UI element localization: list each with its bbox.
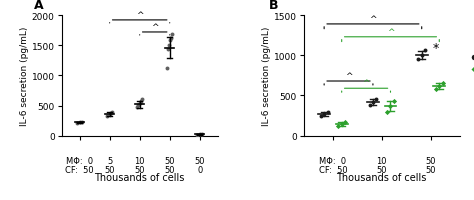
Text: MΦ:  0: MΦ: 0: [66, 156, 93, 165]
Point: [134, 106, 141, 109]
Point: [418, 54, 426, 58]
Point: [373, 98, 380, 101]
Text: ^: ^: [369, 15, 377, 24]
Point: [341, 121, 349, 124]
Text: 50: 50: [425, 156, 436, 165]
Text: A: A: [34, 0, 43, 12]
Point: [320, 113, 328, 116]
Point: [198, 133, 206, 136]
Text: ^: ^: [362, 79, 370, 88]
Point: [73, 122, 81, 125]
Text: CF:  50: CF: 50: [319, 165, 347, 174]
Point: [387, 105, 394, 108]
Point: [338, 122, 346, 126]
Text: 50: 50: [194, 156, 205, 165]
Legend: IgG2a, SYN0012: IgG2a, SYN0012: [463, 50, 474, 78]
Y-axis label: IL-6 secretion (pg/mL): IL-6 secretion (pg/mL): [20, 27, 29, 125]
Point: [383, 110, 391, 114]
Text: *: *: [433, 42, 439, 54]
Point: [165, 44, 173, 48]
Point: [196, 133, 203, 136]
Point: [136, 102, 144, 105]
Text: MΦ:  0: MΦ: 0: [319, 156, 346, 165]
Point: [76, 121, 83, 124]
Text: Thousands of cells: Thousands of cells: [94, 172, 185, 182]
Y-axis label: IL-6 secretion (pg/mL): IL-6 secretion (pg/mL): [262, 27, 271, 125]
Point: [421, 50, 429, 53]
Text: 50: 50: [164, 165, 175, 174]
Point: [324, 111, 331, 114]
Text: CF:  50: CF: 50: [65, 165, 94, 174]
Point: [366, 104, 374, 107]
Point: [78, 121, 86, 124]
Point: [166, 40, 174, 43]
Text: 5: 5: [107, 156, 112, 165]
Point: [138, 98, 146, 101]
Text: ^: ^: [151, 23, 158, 32]
Text: Thousands of cells: Thousands of cells: [337, 172, 427, 182]
Text: 50: 50: [104, 165, 115, 174]
Point: [335, 125, 342, 128]
Text: 50: 50: [376, 165, 387, 174]
Text: 50: 50: [135, 165, 145, 174]
Point: [390, 100, 398, 103]
Text: ^: ^: [387, 28, 394, 37]
Point: [137, 100, 145, 103]
Point: [369, 101, 377, 104]
Point: [432, 88, 440, 91]
Point: [193, 134, 201, 137]
Text: 0: 0: [197, 165, 202, 174]
Point: [168, 34, 176, 37]
Text: 10: 10: [135, 156, 145, 165]
Text: B: B: [269, 0, 279, 12]
Point: [164, 67, 171, 70]
Point: [103, 115, 111, 118]
Point: [436, 85, 443, 88]
Point: [167, 37, 175, 40]
Text: 10: 10: [376, 156, 387, 165]
Point: [108, 111, 116, 114]
Point: [164, 49, 172, 52]
Point: [317, 115, 325, 118]
Text: 50: 50: [164, 156, 175, 165]
Text: 50: 50: [425, 165, 436, 174]
Point: [135, 104, 142, 107]
Point: [106, 113, 113, 116]
Text: ^: ^: [345, 72, 352, 81]
Point: [439, 82, 447, 85]
Text: ^: ^: [136, 11, 144, 20]
Point: [414, 58, 422, 62]
